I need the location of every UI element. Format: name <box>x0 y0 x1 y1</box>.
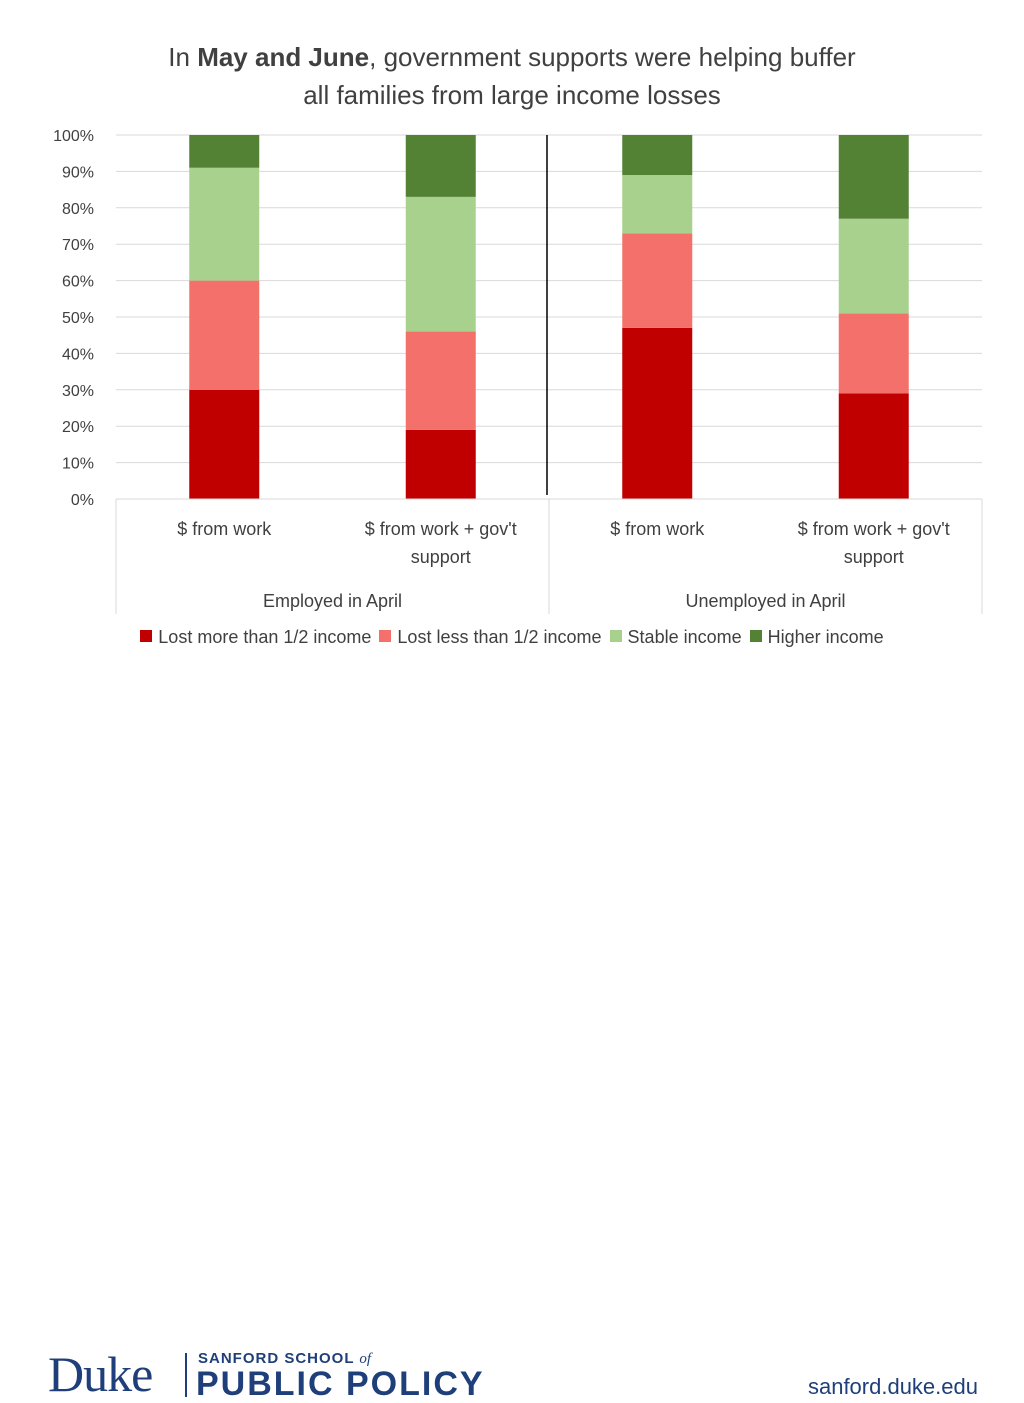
bar-segment <box>189 389 260 499</box>
bar-segment <box>622 175 693 234</box>
legend-swatch <box>749 630 762 642</box>
legend-swatch <box>609 630 622 642</box>
title-rest: , government supports were helping buffe… <box>369 42 856 72</box>
y-tick-label: 90% <box>62 164 94 181</box>
legend-label: Lost more than 1/2 income <box>158 627 372 647</box>
y-tick-label: 0% <box>71 492 94 509</box>
group-label: Employed in April <box>263 591 402 611</box>
logo-school-name: SANFORD SCHOOL <box>198 1350 355 1367</box>
bar-segment <box>405 196 476 332</box>
legend-label: Higher income <box>767 627 884 647</box>
legend-item: Lost less than 1/2 income <box>379 627 602 648</box>
bar-segment <box>838 218 909 314</box>
legend-label: Lost less than 1/2 income <box>397 627 602 647</box>
bar-segment <box>838 135 909 219</box>
stacked-bar-chart: 0% 10% 20% 30% 40% 50% 60% 70% 80% 90% 100% $ from … <box>53 128 983 614</box>
bar-segment <box>622 327 693 499</box>
legend-item: Higher income <box>749 627 884 648</box>
group-label: Unemployed in April <box>685 591 845 611</box>
logo-divider <box>185 1353 187 1397</box>
y-tick-label: 30% <box>62 383 94 400</box>
category-label: $ from work <box>610 519 705 539</box>
y-tick-label: 80% <box>62 201 94 218</box>
title-prefix: In <box>168 42 198 72</box>
bar-segment <box>189 280 260 390</box>
title-bold: May and June <box>197 42 370 72</box>
y-tick-label: 50% <box>62 310 94 327</box>
bar-segment <box>189 167 260 281</box>
footer: Duke SANFORD SCHOOL of PUBLIC POLICY san… <box>0 668 1024 1402</box>
logo-school-of: of <box>359 1351 372 1367</box>
legend-label: Stable income <box>627 627 742 647</box>
y-tick-label: 40% <box>62 346 94 363</box>
bar-segment <box>838 313 909 394</box>
category-label: $ from work + gov't support <box>798 519 950 567</box>
legend-swatch <box>379 630 392 642</box>
chart-title: In May and June, government supports wer… <box>0 38 1024 114</box>
y-tick-label: 20% <box>62 419 94 436</box>
site-url: sanford.duke.edu <box>807 1374 978 1399</box>
bar-segment <box>405 429 476 499</box>
legend-swatch <box>140 630 153 642</box>
y-tick-label: 70% <box>62 237 94 254</box>
bar-segment <box>838 393 909 499</box>
bar-segment <box>405 135 476 197</box>
bar-segment <box>622 233 693 328</box>
logo-school-line2: PUBLIC POLICY <box>196 1365 485 1403</box>
chart-legend: Lost more than 1/2 income Lost less than … <box>0 627 1024 648</box>
duke-logo-wordmark: Duke <box>48 1346 153 1402</box>
bar-segment <box>622 135 693 176</box>
legend-item: Stable income <box>609 627 742 648</box>
bar-segment <box>405 331 476 430</box>
y-tick-label: 100% <box>53 128 94 145</box>
legend-item: Lost more than 1/2 income <box>140 627 371 648</box>
y-tick-label: 10% <box>62 456 94 473</box>
category-label: $ from work <box>177 519 272 539</box>
title-line2: all families from large income losses <box>303 80 721 110</box>
category-label: $ from work + gov't support <box>365 519 517 567</box>
y-tick-label: 60% <box>62 274 94 291</box>
bar-segment <box>189 135 260 168</box>
